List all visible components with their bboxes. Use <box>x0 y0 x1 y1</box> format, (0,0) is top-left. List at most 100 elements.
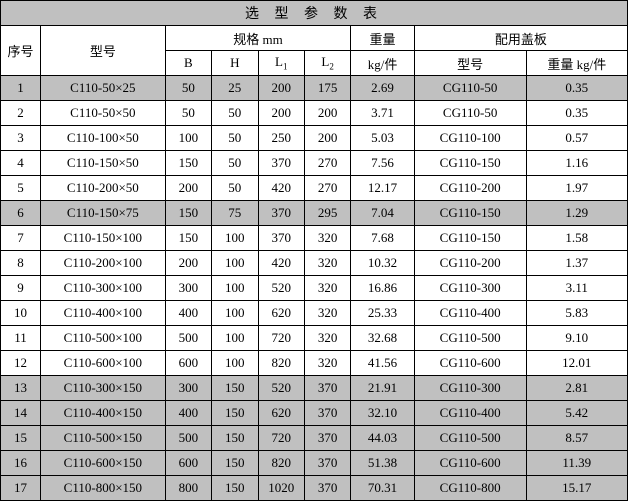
table-cell: CG110-600 <box>414 351 526 376</box>
table-cell: 7.68 <box>351 226 414 251</box>
spec-table-container: 选 型 参 数 表 序号 型号 规格 mm 重量 配用盖板 B H L1 L2 … <box>0 0 628 501</box>
col-cover-weight: 重量 kg/件 <box>526 51 627 76</box>
table-cell: 14 <box>1 401 41 426</box>
table-cell: 320 <box>304 326 350 351</box>
table-cell: C110-300×100 <box>41 276 166 301</box>
table-cell: 7 <box>1 226 41 251</box>
table-cell: 1.37 <box>526 251 627 276</box>
table-header: 选 型 参 数 表 序号 型号 规格 mm 重量 配用盖板 B H L1 L2 … <box>1 1 628 76</box>
table-cell: 16.86 <box>351 276 414 301</box>
table-cell: C110-50×50 <box>41 101 166 126</box>
col-cover-group: 配用盖板 <box>414 26 627 51</box>
table-row: 8C110-200×10020010042032010.32CG110-2001… <box>1 251 628 276</box>
table-cell: C110-600×150 <box>41 451 166 476</box>
table-cell: CG110-300 <box>414 376 526 401</box>
table-cell: 300 <box>165 376 211 401</box>
table-cell: 320 <box>304 276 350 301</box>
table-cell: 800 <box>165 476 211 501</box>
table-cell: 100 <box>212 251 258 276</box>
table-cell: 32.10 <box>351 401 414 426</box>
table-cell: CG110-50 <box>414 101 526 126</box>
table-cell: 15 <box>1 426 41 451</box>
table-cell: CG110-200 <box>414 251 526 276</box>
table-cell: 8 <box>1 251 41 276</box>
col-weight-unit: kg/件 <box>351 51 414 76</box>
table-cell: 370 <box>258 151 304 176</box>
table-cell: 600 <box>165 351 211 376</box>
table-cell: 5 <box>1 176 41 201</box>
table-cell: 0.35 <box>526 76 627 101</box>
table-row: 11C110-500×10050010072032032.68CG110-500… <box>1 326 628 351</box>
table-row: 10C110-400×10040010062032025.33CG110-400… <box>1 301 628 326</box>
table-cell: 1.58 <box>526 226 627 251</box>
table-cell: 11.39 <box>526 451 627 476</box>
table-cell: 3.11 <box>526 276 627 301</box>
table-cell: CG110-150 <box>414 201 526 226</box>
table-row: 2C110-50×5050502002003.71CG110-500.35 <box>1 101 628 126</box>
table-cell: 10.32 <box>351 251 414 276</box>
table-cell: 320 <box>304 251 350 276</box>
table-cell: 12 <box>1 351 41 376</box>
table-cell: 520 <box>258 376 304 401</box>
table-cell: 50 <box>212 151 258 176</box>
table-cell: 25.33 <box>351 301 414 326</box>
table-cell: C110-200×50 <box>41 176 166 201</box>
table-cell: 32.68 <box>351 326 414 351</box>
table-cell: CG110-500 <box>414 326 526 351</box>
table-cell: CG110-150 <box>414 151 526 176</box>
table-row: 7C110-150×1001501003703207.68CG110-1501.… <box>1 226 628 251</box>
table-cell: 3.71 <box>351 101 414 126</box>
table-cell: 100 <box>212 226 258 251</box>
table-cell: 44.03 <box>351 426 414 451</box>
col-weight: 重量 <box>351 26 414 51</box>
table-cell: 12.17 <box>351 176 414 201</box>
table-cell: 370 <box>304 401 350 426</box>
table-cell: 150 <box>165 151 211 176</box>
table-row: 3C110-100×50100502502005.03CG110-1000.57 <box>1 126 628 151</box>
table-cell: CG110-300 <box>414 276 526 301</box>
table-cell: CG110-200 <box>414 176 526 201</box>
table-cell: 2 <box>1 101 41 126</box>
table-cell: 25 <box>212 76 258 101</box>
table-cell: 300 <box>165 276 211 301</box>
table-cell: 820 <box>258 451 304 476</box>
table-cell: 1 <box>1 76 41 101</box>
table-cell: 150 <box>212 401 258 426</box>
table-cell: C110-100×50 <box>41 126 166 151</box>
table-row: 14C110-400×15040015062037032.10CG110-400… <box>1 401 628 426</box>
table-cell: CG110-400 <box>414 301 526 326</box>
table-cell: 370 <box>258 226 304 251</box>
table-cell: 51.38 <box>351 451 414 476</box>
table-cell: 1.29 <box>526 201 627 226</box>
table-cell: 2.81 <box>526 376 627 401</box>
table-cell: 620 <box>258 301 304 326</box>
table-cell: 1.16 <box>526 151 627 176</box>
table-row: 12C110-600×10060010082032041.56CG110-600… <box>1 351 628 376</box>
col-B: B <box>165 51 211 76</box>
table-cell: 370 <box>304 451 350 476</box>
table-cell: C110-400×100 <box>41 301 166 326</box>
table-cell: CG110-50 <box>414 76 526 101</box>
table-cell: 320 <box>304 226 350 251</box>
table-cell: CG110-800 <box>414 476 526 501</box>
table-cell: 320 <box>304 301 350 326</box>
table-cell: 50 <box>212 126 258 151</box>
col-cover-model: 型号 <box>414 51 526 76</box>
table-cell: C110-800×150 <box>41 476 166 501</box>
table-cell: 11 <box>1 326 41 351</box>
col-model: 型号 <box>41 26 166 76</box>
col-L2: L2 <box>304 51 350 76</box>
table-cell: 100 <box>212 351 258 376</box>
table-cell: 500 <box>165 426 211 451</box>
table-cell: 5.83 <box>526 301 627 326</box>
table-cell: 1020 <box>258 476 304 501</box>
table-cell: 75 <box>212 201 258 226</box>
table-row: 5C110-200×502005042027012.17CG110-2001.9… <box>1 176 628 201</box>
spec-table: 选 型 参 数 表 序号 型号 规格 mm 重量 配用盖板 B H L1 L2 … <box>0 0 628 501</box>
table-cell: 150 <box>212 451 258 476</box>
table-cell: 600 <box>165 451 211 476</box>
table-cell: C110-300×150 <box>41 376 166 401</box>
table-row: 16C110-600×15060015082037051.38CG110-600… <box>1 451 628 476</box>
table-cell: C110-200×100 <box>41 251 166 276</box>
table-cell: 370 <box>304 376 350 401</box>
